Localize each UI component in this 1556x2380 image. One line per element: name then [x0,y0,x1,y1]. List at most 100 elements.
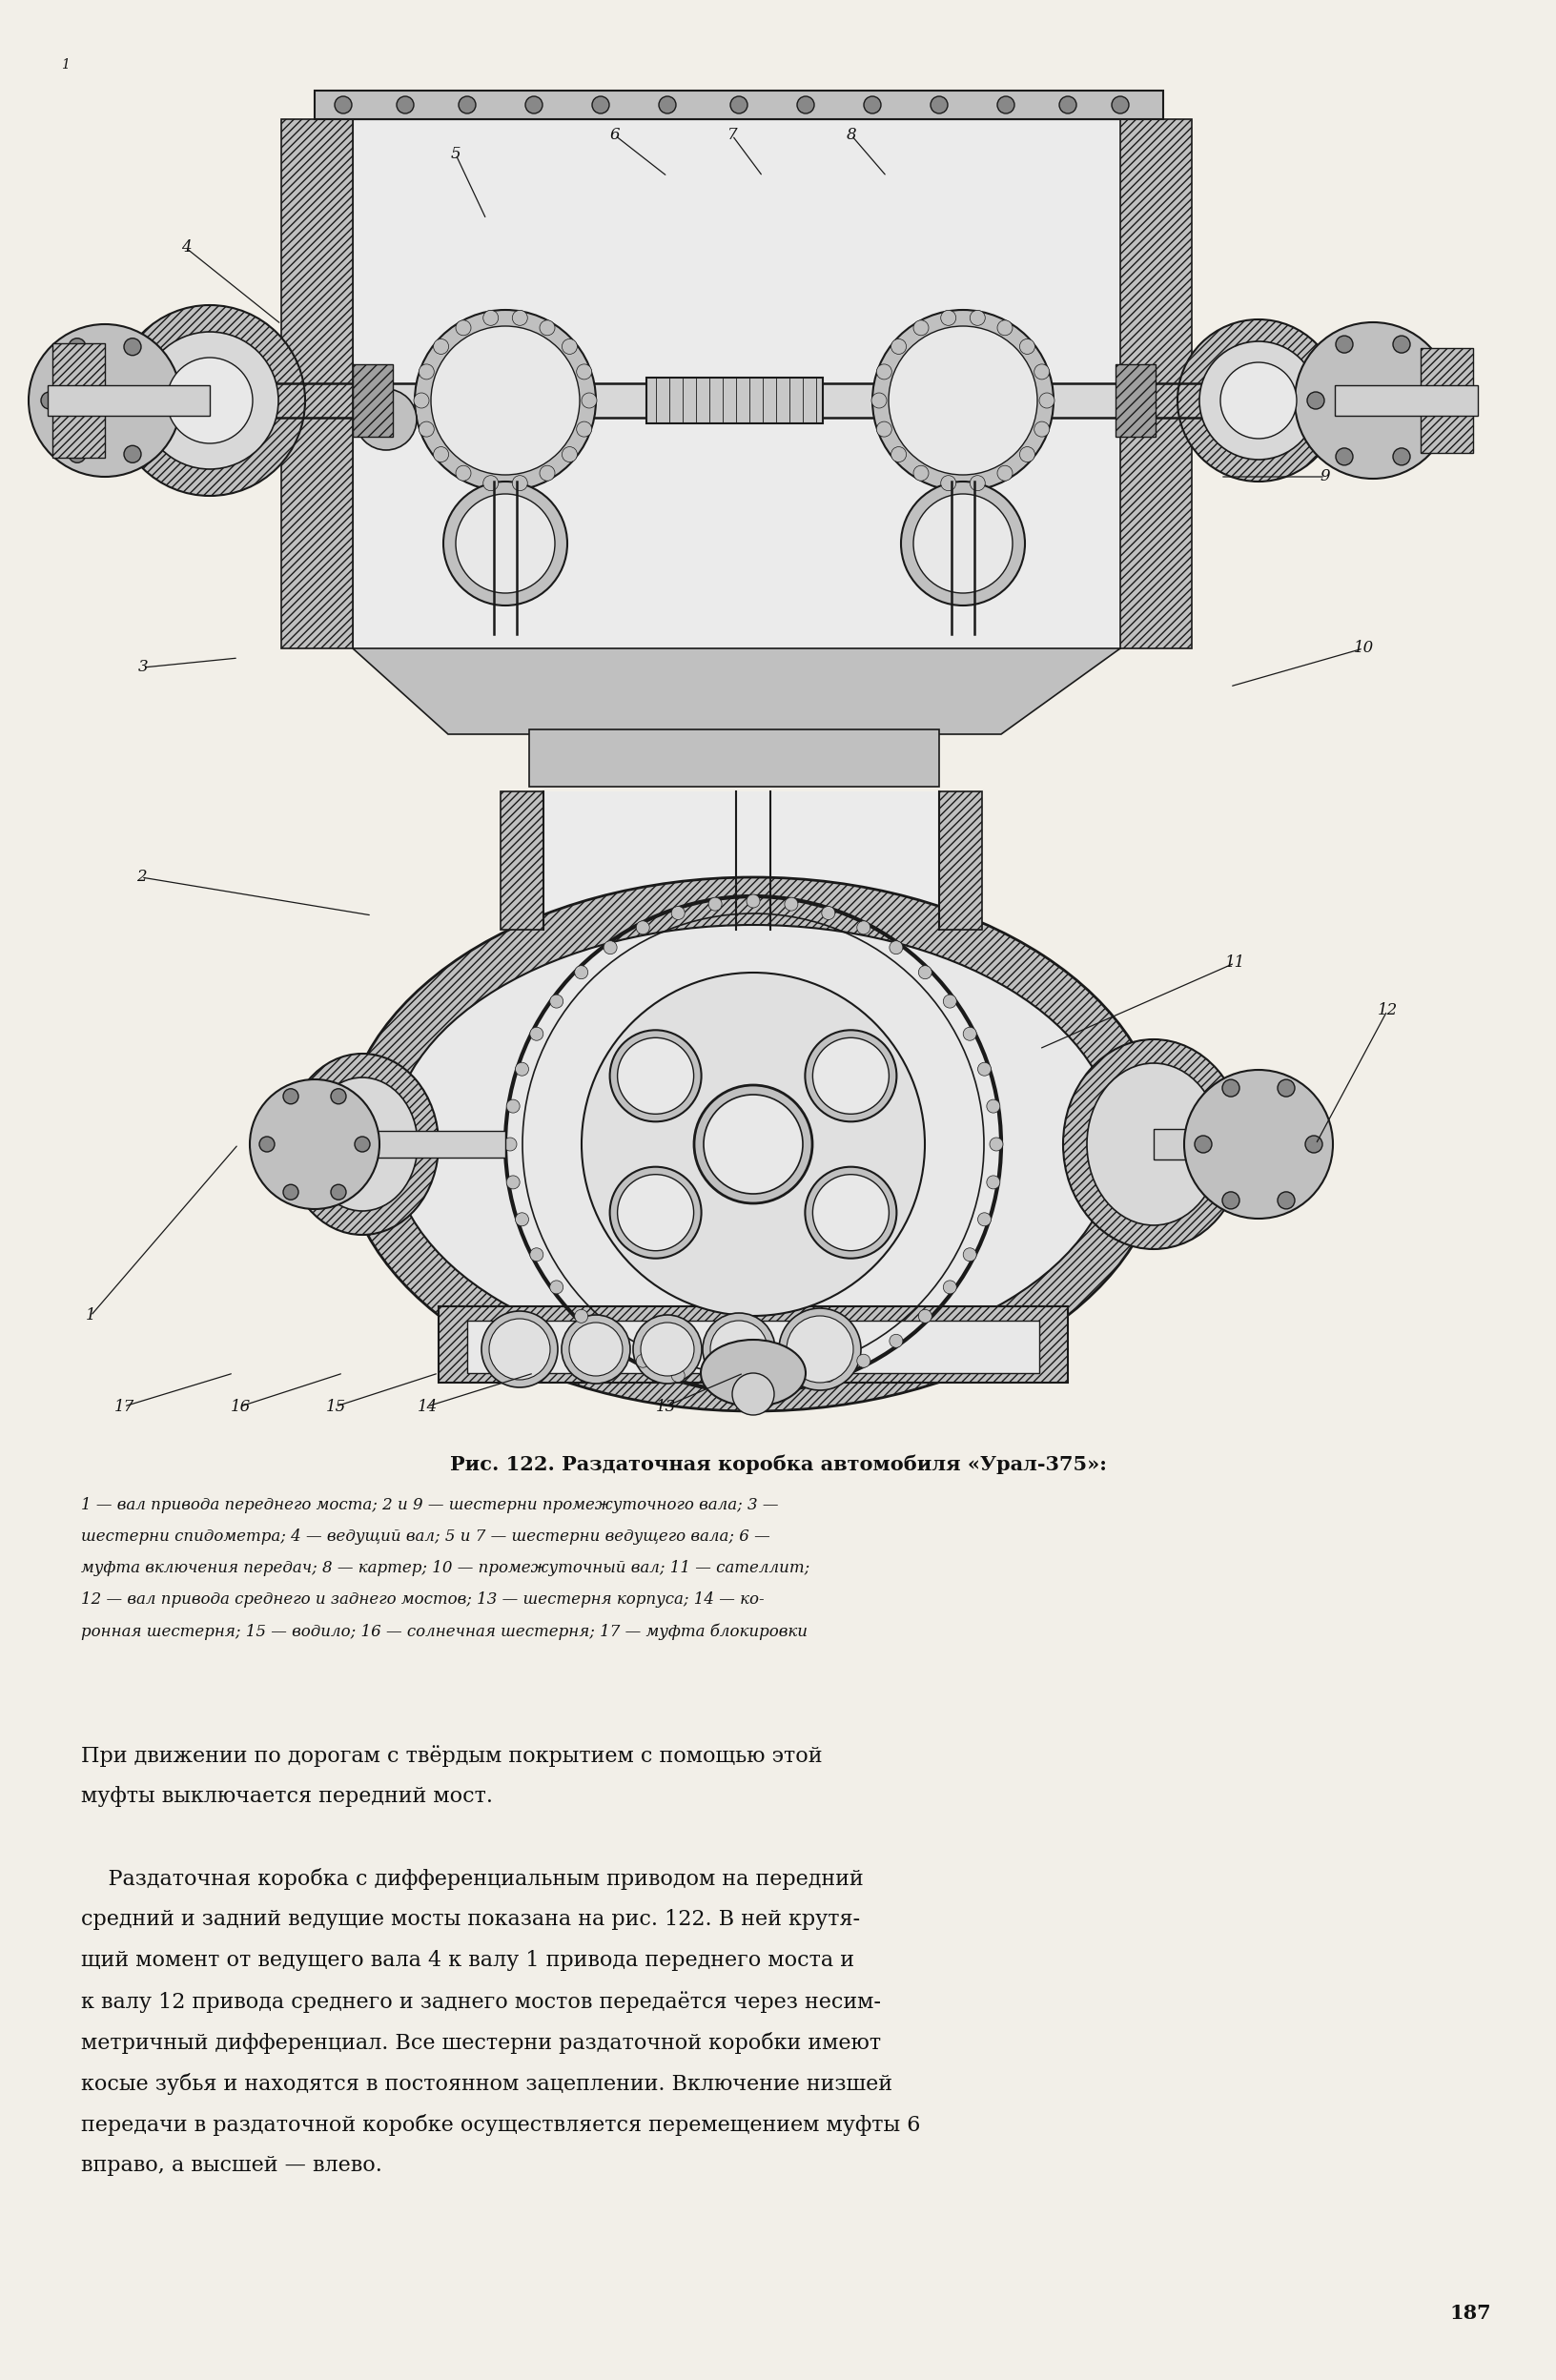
Bar [1153,1128,1326,1159]
Circle shape [335,95,352,114]
Circle shape [434,447,448,462]
Bar [646,378,823,424]
Text: ронная шестерня; 15 — водило; 16 — солнечная шестерня; 17 — муфта блокировки: ронная шестерня; 15 — водило; 16 — солне… [81,1623,808,1640]
Ellipse shape [344,878,1164,1411]
Circle shape [1220,362,1296,438]
Circle shape [593,95,610,114]
Circle shape [857,1354,870,1369]
Circle shape [540,321,555,336]
Circle shape [1305,1135,1323,1152]
Circle shape [1223,1081,1240,1097]
Circle shape [636,1354,649,1369]
Text: 11: 11 [1225,954,1245,971]
Bar [353,119,1120,647]
Circle shape [577,364,591,378]
Bar [501,793,543,931]
Circle shape [812,1173,888,1252]
Circle shape [506,1100,520,1114]
Circle shape [531,1028,543,1040]
Text: 17: 17 [114,1399,134,1414]
Circle shape [963,1028,977,1040]
Circle shape [1035,364,1049,378]
Circle shape [1200,340,1318,459]
Text: 1: 1 [86,1307,95,1323]
Circle shape [918,966,932,978]
Text: 2: 2 [135,869,146,885]
Circle shape [419,364,434,378]
Circle shape [892,447,906,462]
Circle shape [780,1309,860,1390]
Circle shape [142,331,279,469]
Circle shape [456,321,471,336]
Circle shape [977,1061,991,1076]
Text: метричный дифференциал. Все шестерни раздаточной коробки имеют: метричный дифференциал. Все шестерни раз… [81,2033,881,2054]
Circle shape [733,1373,775,1416]
Circle shape [1307,393,1324,409]
Circle shape [515,1061,529,1076]
Circle shape [804,1031,896,1121]
Bar [282,119,353,647]
Circle shape [1060,95,1077,114]
Circle shape [610,1031,702,1121]
Ellipse shape [700,1340,806,1407]
Circle shape [283,1185,299,1200]
Circle shape [604,940,618,954]
Circle shape [812,1038,888,1114]
Circle shape [526,95,543,114]
Circle shape [28,324,180,476]
Circle shape [515,1214,529,1226]
Circle shape [913,466,929,481]
Circle shape [671,1368,685,1383]
Circle shape [943,1280,957,1295]
Circle shape [1335,336,1352,352]
Circle shape [549,1280,563,1295]
Circle shape [943,995,957,1009]
Circle shape [1111,95,1128,114]
Circle shape [512,309,527,326]
Circle shape [482,309,498,326]
Circle shape [1335,447,1352,464]
Text: муфта включения передач; 8 — картер; 10 — промежуточный вал; 11 — сателлит;: муфта включения передач; 8 — картер; 10 … [81,1559,809,1576]
Circle shape [1195,1135,1212,1152]
Ellipse shape [1088,1064,1220,1226]
Circle shape [431,326,580,476]
Text: Рис. 122. Раздаточная коробка автомобиля «Урал-375»:: Рис. 122. Раздаточная коробка автомобиля… [450,1454,1106,1473]
Polygon shape [353,647,1120,733]
Text: 7: 7 [727,126,738,143]
Circle shape [618,1038,694,1114]
Circle shape [901,481,1025,605]
Circle shape [610,1166,702,1259]
Text: косые зубья и находятся в постоянном зацеплении. Включение низшей: косые зубья и находятся в постоянном зац… [81,2073,893,2094]
Text: 9: 9 [1319,469,1330,486]
Circle shape [1277,1081,1295,1097]
Circle shape [1422,393,1439,409]
Circle shape [562,1314,630,1383]
Circle shape [456,495,555,593]
Circle shape [1393,336,1410,352]
Circle shape [969,309,985,326]
Text: 3: 3 [138,659,148,676]
Circle shape [489,1319,551,1380]
Text: 13: 13 [655,1399,675,1414]
Bar [543,793,940,931]
Text: 12 — вал привода среднего и заднего мостов; 13 — шестерня корпуса; 14 — ко-: 12 — вал привода среднего и заднего мост… [81,1592,764,1607]
Circle shape [871,393,887,407]
Circle shape [822,907,836,919]
Bar [1335,386,1478,417]
Circle shape [1019,447,1035,462]
Circle shape [963,1247,977,1261]
Circle shape [506,1176,520,1190]
Text: к валу 12 привода среднего и заднего мостов передаётся через несим-: к валу 12 привода среднего и заднего мос… [81,1992,881,2013]
Bar [439,1307,1067,1383]
Text: 4: 4 [180,240,191,257]
Circle shape [1184,1071,1333,1219]
Circle shape [888,326,1038,476]
Circle shape [876,364,892,378]
Circle shape [604,1335,618,1347]
Circle shape [574,966,588,978]
Circle shape [562,447,577,462]
Text: щий момент от ведущего вала 4 к валу 1 привода переднего моста и: щий момент от ведущего вала 4 к валу 1 п… [81,1949,854,1971]
Ellipse shape [286,1054,439,1235]
Circle shape [1277,1192,1295,1209]
Circle shape [890,1335,902,1347]
